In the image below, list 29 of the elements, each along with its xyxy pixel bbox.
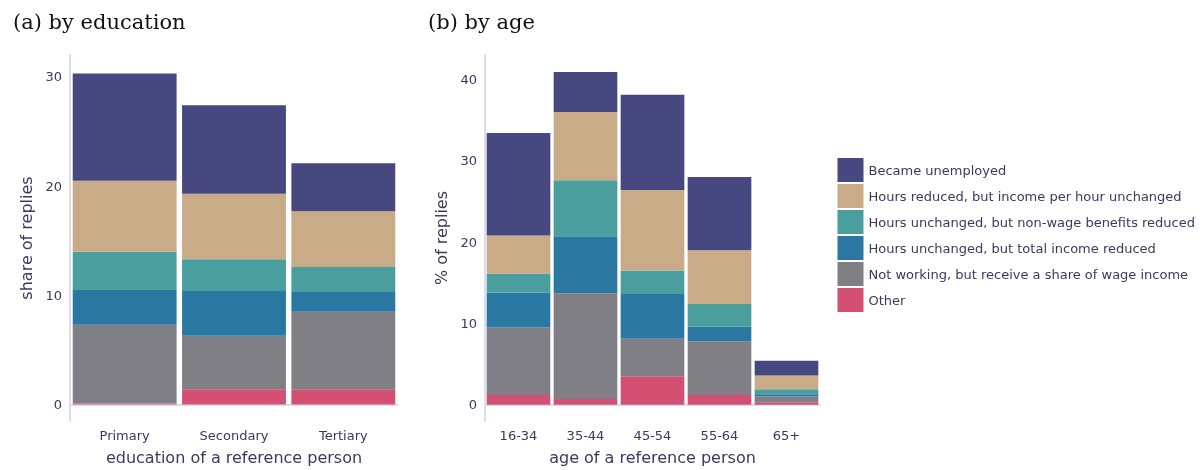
x-tick-label: Tertiary: [317, 428, 369, 443]
x-axis-title: education of a reference person: [105, 447, 363, 467]
y-tick-label: 10: [45, 287, 62, 303]
y-tick-label: 0: [53, 397, 62, 413]
y-tick-label: 20: [460, 234, 477, 250]
y-axis-title: % of replies: [431, 190, 451, 286]
chart-title: (a) by education: [13, 9, 186, 34]
legend-label: Hours unchanged, but non-wage benefits reduced: [868, 214, 1196, 230]
x-tick-label: 16-34: [499, 428, 538, 443]
legend-label: Other: [868, 292, 907, 308]
x-tick-label: 55-64: [700, 428, 739, 443]
y-tick-label: 30: [45, 69, 62, 85]
y-axis-title: share of replies: [16, 176, 36, 300]
y-tick-label: 10: [460, 315, 477, 331]
x-tick-label: Primary: [99, 428, 151, 443]
y-tick-label: 20: [45, 178, 62, 194]
chart-title: (b) by age: [428, 9, 535, 34]
legend-label: Not working, but receive a share of wage income: [868, 266, 1189, 282]
x-tick-label: 45-54: [633, 428, 672, 443]
y-tick-label: 40: [460, 71, 477, 87]
legend-label: Hours reduced, but income per hour unchanged: [868, 188, 1182, 204]
legend-label: Hours unchanged, but total income reduced: [868, 240, 1156, 256]
x-tick-label: 35-44: [566, 428, 605, 443]
x-axis-title: age of a reference person: [549, 447, 756, 467]
y-tick-label: 0: [468, 397, 477, 413]
legend-label: Became unemployed: [868, 162, 1007, 178]
x-tick-label: 65+: [772, 428, 801, 443]
y-tick-label: 30: [460, 153, 477, 169]
x-tick-label: Secondary: [199, 428, 269, 443]
